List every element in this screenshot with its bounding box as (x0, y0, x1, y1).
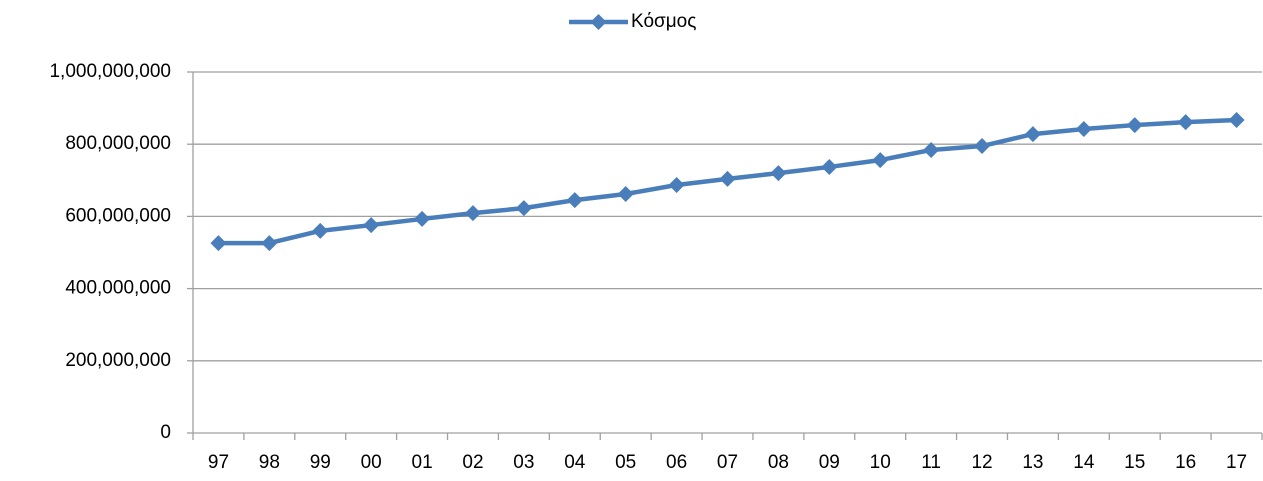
marker (770, 165, 787, 182)
x-tick-label: 97 (208, 452, 229, 473)
x-tick-label: 01 (412, 452, 433, 473)
marker (566, 192, 583, 209)
marker (719, 170, 736, 187)
x-tick-label: 07 (717, 452, 738, 473)
x-tick-label: 11 (921, 452, 941, 473)
x-tick-label: 12 (971, 452, 992, 473)
marker (1177, 114, 1194, 131)
marker (1126, 117, 1143, 134)
marker (210, 235, 227, 252)
marker (261, 235, 278, 252)
x-tick-label: 02 (462, 452, 483, 473)
marker (668, 176, 685, 193)
marker (464, 205, 481, 222)
y-tick-label: 600,000,000 (65, 205, 171, 226)
legend-label: Κόσμος (631, 11, 696, 32)
y-tick-label: 200,000,000 (65, 350, 171, 371)
marker (414, 210, 431, 227)
marker (363, 217, 380, 234)
x-tick-label: 04 (564, 452, 586, 473)
legend-marker (590, 14, 607, 30)
marker (974, 138, 991, 155)
marker (923, 141, 940, 158)
x-tick-label: 16 (1175, 452, 1196, 473)
x-tick-label: 15 (1124, 452, 1145, 473)
x-tick-label: 14 (1073, 452, 1095, 473)
x-tick-label: 05 (615, 452, 636, 473)
y-tick-label: 800,000,000 (65, 133, 171, 154)
marker (1024, 126, 1041, 143)
x-tick-label: 00 (361, 452, 382, 473)
y-tick-label: 400,000,000 (65, 278, 171, 299)
marker (821, 158, 838, 175)
x-tick-label: 17 (1226, 452, 1247, 473)
x-tick-label: 13 (1022, 452, 1043, 473)
x-tick-label: 09 (819, 452, 840, 473)
marker (872, 152, 889, 169)
x-tick-label: 10 (870, 452, 891, 473)
x-tick-label: 98 (259, 452, 280, 473)
y-tick-label: 0 (160, 422, 171, 443)
marker (312, 222, 329, 239)
marker (515, 200, 532, 217)
marker (617, 186, 634, 203)
x-tick-label: 99 (310, 452, 331, 473)
marker (1228, 112, 1245, 129)
x-tick-label: 03 (513, 452, 534, 473)
y-tick-label: 1,000,000,000 (49, 61, 171, 82)
x-tick-label: 06 (666, 452, 687, 473)
x-tick-label: 08 (768, 452, 789, 473)
marker (1075, 121, 1092, 138)
